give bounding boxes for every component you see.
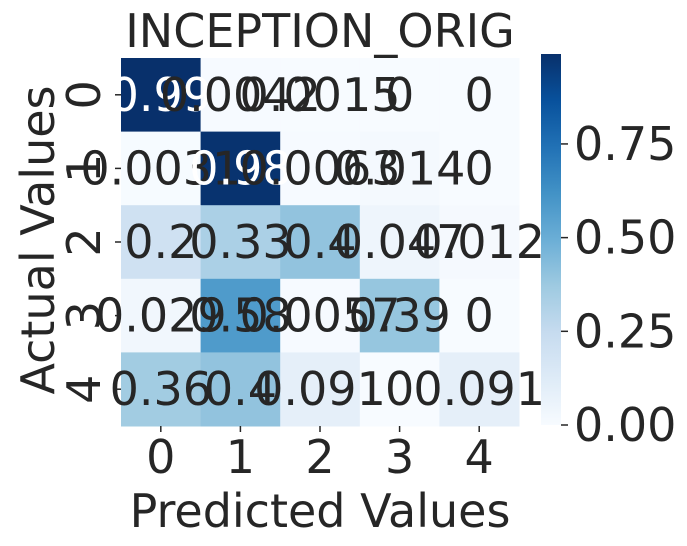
heatmap-cell <box>439 352 520 427</box>
heatmap-cell-label: 0.012 <box>413 215 545 269</box>
heatmap-cell <box>439 131 520 206</box>
heatmap-cell-label: 0.091 <box>254 362 386 416</box>
colorbar-tick-label: 0.00 <box>574 398 676 452</box>
heatmap-cell-label: 0.091 <box>413 362 545 416</box>
y-axis-label: Actual Values <box>11 85 65 394</box>
x-tick-label: 2 <box>305 430 334 484</box>
heatmap-cell <box>280 58 361 133</box>
heatmap-cell <box>200 131 281 206</box>
heatmap-cell-label: 0.33 <box>189 215 291 269</box>
heatmap-cell <box>121 352 202 427</box>
heatmap-cell <box>359 205 440 280</box>
heatmap-cell-label: 0.0057 <box>240 289 401 343</box>
heatmap-cell <box>439 278 520 353</box>
x-tick-label: 1 <box>226 430 255 484</box>
heatmap-cell <box>359 352 440 427</box>
heatmap-cell <box>280 278 361 353</box>
heatmap-cell <box>280 352 361 427</box>
colorbar-gradient <box>541 54 561 425</box>
heatmap-cell-label: 0.36 <box>110 362 212 416</box>
heatmap-cell-label: 0 <box>465 289 494 343</box>
heatmap-cell-label: 0.0042 <box>160 68 321 122</box>
heatmap-cell <box>121 131 202 206</box>
heatmap-cell <box>121 205 202 280</box>
colorbar: 0.00 0.25 0.50 0.75 <box>541 54 676 452</box>
heatmap-cell-label: 0.98 <box>189 141 291 195</box>
colorbar-tick-label: 0.25 <box>574 304 676 358</box>
heatmap-cell-label: 0.047 <box>334 215 466 269</box>
x-tick-label: 3 <box>385 430 414 484</box>
heatmap-cell-label: 0.4 <box>283 215 356 269</box>
heatmap-cell-label: 0.39 <box>348 289 450 343</box>
heatmap-cell-label: 0.4 <box>204 362 277 416</box>
heatmap-cell-label: 0.0031 <box>80 141 241 195</box>
heatmap-cell <box>359 58 440 133</box>
heatmap-cell-label: 0.2 <box>124 215 197 269</box>
heatmap-cell-label: 0 <box>385 362 414 416</box>
heatmap-cell <box>121 278 202 353</box>
heatmap-cell <box>200 278 281 353</box>
heatmap-cell <box>359 131 440 206</box>
heatmap-cell-label: 0.58 <box>189 289 291 343</box>
heatmap-cell <box>359 278 440 353</box>
heatmap-cell <box>200 205 281 280</box>
heatmap-cell-label: 0.014 <box>334 141 466 195</box>
heatmap-cell <box>200 58 281 133</box>
heatmap-cell <box>439 58 520 133</box>
colorbar-ticks: 0.00 0.25 0.50 0.75 <box>561 117 676 452</box>
heatmap-cell-label: 0.99 <box>110 68 212 122</box>
y-tick-label: 4 <box>57 375 111 404</box>
y-tick-label: 1 <box>57 154 111 183</box>
x-tick-label: 4 <box>465 430 494 484</box>
heatmap-cell-label: 0.0063 <box>240 141 401 195</box>
x-axis-label: Predicted Values <box>130 484 511 538</box>
heatmap-cell-label: 0 <box>465 68 494 122</box>
y-tick-label: 2 <box>57 227 111 256</box>
heatmap-cell-label: 0.0015 <box>240 68 401 122</box>
chart-title: INCEPTION_ORIG <box>125 4 515 58</box>
heatmap-cell <box>200 352 281 427</box>
y-tick-label: 0 <box>57 80 111 109</box>
y-axis-ticks: 0 1 2 3 4 <box>57 80 121 404</box>
heatmap-cell <box>439 205 520 280</box>
colorbar-tick-label: 0.50 <box>574 211 676 265</box>
heatmap-cell-label: 0 <box>385 68 414 122</box>
heatmap-cell-label: 0 <box>465 141 494 195</box>
heatmap-cell <box>280 205 361 280</box>
colorbar-tick-label: 0.75 <box>574 117 676 171</box>
heatmap-cell <box>121 58 202 133</box>
y-tick-label: 3 <box>57 301 111 330</box>
heatmap-cell <box>280 131 361 206</box>
x-tick-label: 0 <box>146 430 175 484</box>
